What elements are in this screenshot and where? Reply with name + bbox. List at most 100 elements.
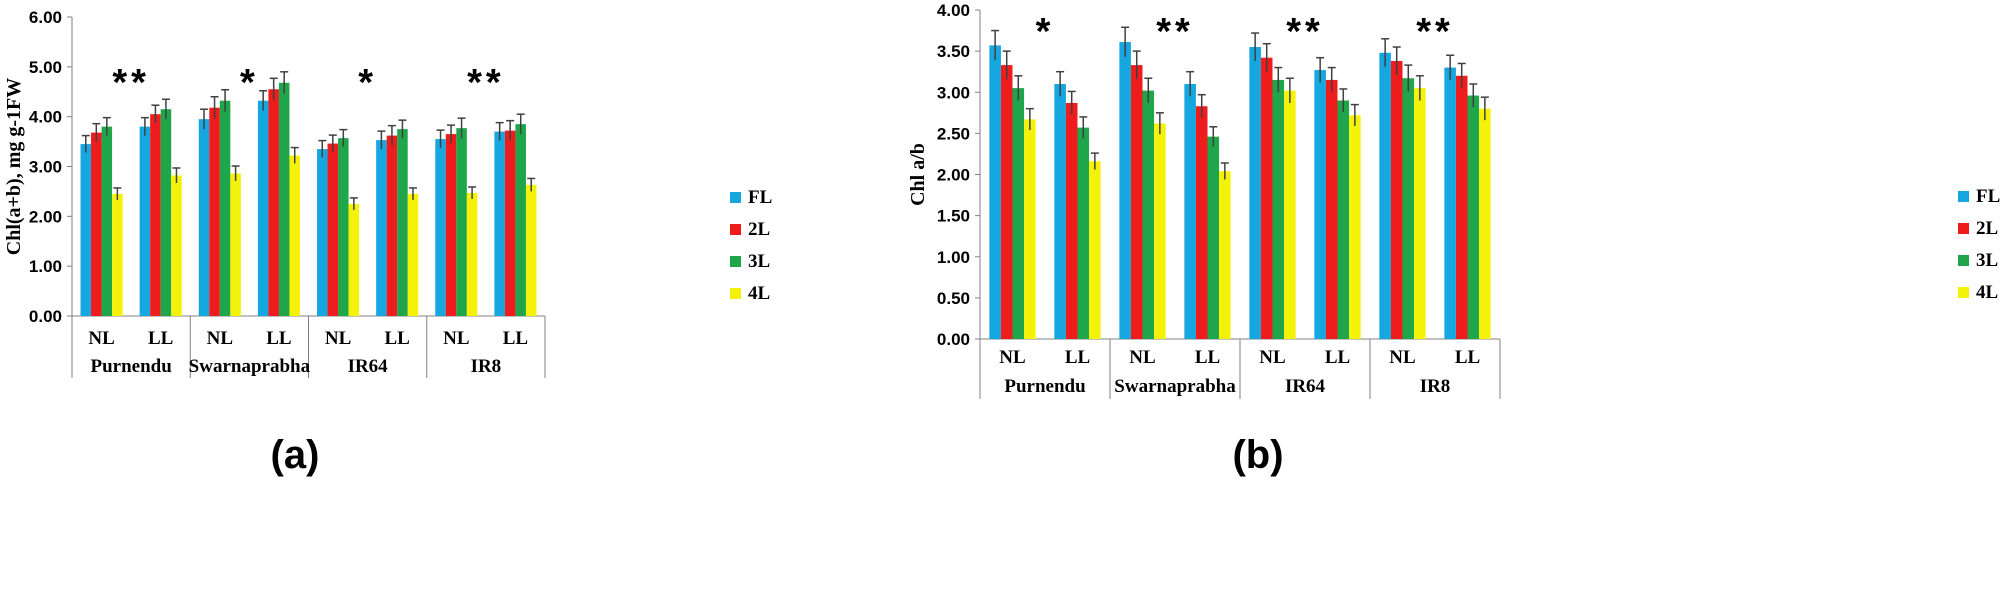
category-label: LL — [266, 328, 291, 349]
bar-fl — [80, 144, 92, 316]
bar-2l — [504, 130, 516, 316]
bar-fl — [1249, 47, 1261, 339]
chart-panel-b: 0.00 0.50 1.00 1.50 2.00 2.50 3.00 3.50 4.00 Chl … — [907, 1, 2000, 477]
bar-3l — [1077, 127, 1090, 340]
bar-3l — [397, 129, 408, 316]
y-axis-title: Chl a/b — [907, 143, 929, 206]
significance-marker: * — [1036, 11, 1055, 53]
bar-fl — [435, 139, 446, 316]
significance-marker: * — [240, 62, 259, 104]
bar-2l — [209, 107, 220, 317]
bar-2l — [91, 132, 102, 316]
category-label: LL — [148, 328, 173, 349]
category-label: NL — [999, 347, 1025, 368]
bar-3l — [1012, 88, 1025, 339]
y-tick-label: 0.50 — [937, 289, 970, 308]
group-label: Swarnaprabha — [189, 356, 311, 377]
bar-fl — [1119, 42, 1131, 339]
y-tick-label: 1.50 — [937, 207, 970, 226]
bar-4l — [1479, 108, 1491, 339]
category-label: LL — [1325, 347, 1350, 368]
y-tick-label: 6.00 — [29, 8, 62, 27]
bar-fl — [1379, 52, 1391, 340]
y-tick-label: 1.00 — [937, 248, 970, 267]
group-label: Purnendu — [1004, 376, 1086, 397]
bar-fl — [989, 45, 1001, 340]
category-label: NL — [443, 328, 469, 349]
legend-swatch-3l — [730, 256, 741, 267]
panel-label: (b) — [1232, 433, 1283, 477]
group-label: Purnendu — [90, 356, 172, 377]
bar-3l — [338, 138, 349, 316]
bar-3l — [1207, 136, 1220, 339]
bar-fl — [1054, 84, 1066, 340]
bar-2l — [327, 143, 339, 316]
bar-2l — [386, 135, 398, 316]
y-tick-label: 2.00 — [29, 207, 62, 226]
category-label: LL — [1065, 347, 1090, 368]
y-tick-label: 2.50 — [937, 124, 970, 143]
bar-fl — [317, 149, 328, 316]
category-label: NL — [1129, 347, 1155, 368]
bar-2l — [1325, 79, 1338, 339]
significance-marker: ** — [1286, 11, 1324, 53]
bar-4l — [407, 193, 419, 316]
bar-2l — [1000, 65, 1013, 340]
bar-2l — [1130, 65, 1143, 340]
legend-label: 4L — [748, 283, 770, 304]
bar-fl — [257, 100, 269, 316]
y-tick-label: 1.00 — [29, 257, 62, 276]
y-axis-title: Chl(a+b), mg g-1FW — [3, 78, 25, 256]
bar-4l — [230, 173, 241, 316]
y-tick-label: 5.00 — [29, 58, 62, 77]
bar-3l — [515, 124, 526, 317]
bar-4l — [1089, 161, 1101, 339]
legend-label: 2L — [1976, 218, 1998, 239]
y-tick-label: 3.00 — [937, 83, 970, 102]
significance-marker: ** — [112, 62, 150, 104]
y-tick-label: 0.00 — [937, 330, 970, 349]
group-label: IR64 — [1285, 376, 1326, 397]
group-label: IR64 — [348, 356, 389, 377]
category-label: LL — [1195, 347, 1220, 368]
legend-label: FL — [748, 187, 772, 208]
bar-2l — [1390, 60, 1403, 340]
bar-fl — [139, 126, 151, 316]
bar-4l — [1024, 119, 1036, 339]
bar-fl — [1184, 84, 1196, 340]
legend-swatch-2l — [730, 224, 741, 235]
bar-fl — [1444, 67, 1456, 339]
significance-marker: ** — [467, 62, 505, 104]
y-tick-label: 2.00 — [937, 166, 970, 185]
significance-marker: * — [358, 62, 377, 104]
bar-3l — [1337, 100, 1350, 339]
y-tick-label: 3.50 — [937, 42, 970, 61]
group-label: Swarnaprabha — [1114, 376, 1236, 397]
bar-3l — [456, 128, 467, 316]
bar-4l — [171, 175, 182, 316]
bar-fl — [198, 119, 210, 317]
bar-4l — [1219, 171, 1231, 339]
bar-4l — [1414, 88, 1426, 339]
category-label: NL — [1389, 347, 1415, 368]
category-label: NL — [1259, 347, 1285, 368]
bar-2l — [1260, 57, 1273, 340]
category-label: NL — [88, 328, 114, 349]
bar-2l — [1195, 106, 1208, 339]
bar-4l — [1284, 90, 1296, 339]
bar-fl — [1314, 70, 1326, 339]
y-tick-label: 3.00 — [29, 158, 62, 177]
y-tick-label: 4.00 — [937, 1, 970, 20]
legend-swatch-3l — [1958, 255, 1969, 266]
bar-fl — [376, 140, 387, 316]
significance-marker: ** — [1416, 11, 1454, 53]
legend-label: 2L — [748, 219, 770, 240]
bar-2l — [445, 134, 457, 316]
y-tick-label: 0.00 — [29, 307, 62, 326]
category-label: NL — [325, 328, 351, 349]
legend-swatch-2l — [1958, 223, 1969, 234]
bar-4l — [525, 184, 537, 316]
category-label: LL — [503, 328, 528, 349]
chart-panel-a: 0.00 1.00 2.00 3.00 4.00 5.00 6.00 Chl(a+b), mg… — [3, 8, 772, 477]
